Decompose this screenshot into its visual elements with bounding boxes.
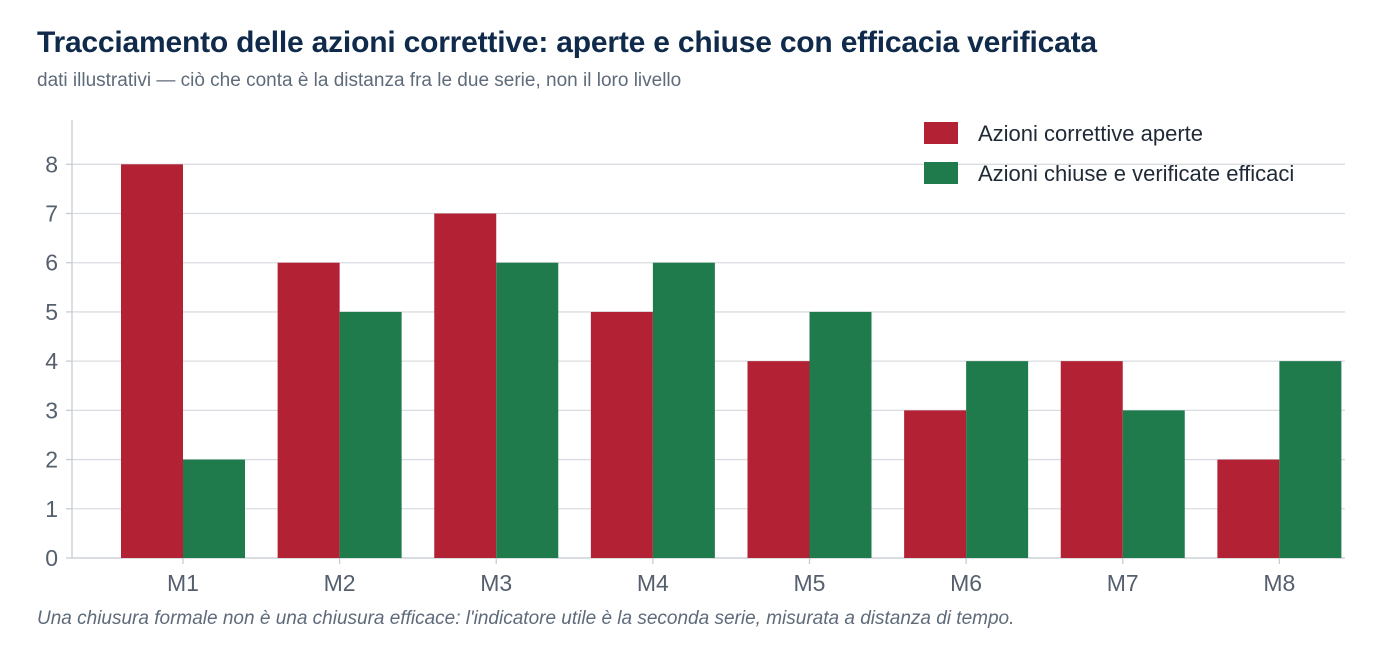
y-tick-label: 1 xyxy=(45,496,58,522)
x-tick-label: M5 xyxy=(794,570,826,596)
chart-subtitle: dati illustrativi — ciò che conta è la d… xyxy=(37,70,682,91)
bar-m4-series-1 xyxy=(590,311,653,558)
chart-footnote: Una chiusura formale non è una chiusura … xyxy=(37,608,1015,629)
bar-m6-series-1 xyxy=(904,410,967,558)
y-tick-label: 8 xyxy=(45,151,58,177)
bar-m3-series-2 xyxy=(496,262,559,558)
bar-m2-series-2 xyxy=(339,311,402,558)
x-tick-label: M7 xyxy=(1107,570,1139,596)
bar-m5-series-2 xyxy=(809,311,872,558)
legend-label-2: Azioni chiuse e verificate efficaci xyxy=(978,161,1294,186)
x-tick-label: M1 xyxy=(167,570,199,596)
legend: Azioni correttive aperte Azioni chiuse e … xyxy=(924,121,1294,186)
bar-m2-series-1 xyxy=(277,262,340,558)
y-tick-label: 2 xyxy=(45,447,58,473)
y-tick-label: 5 xyxy=(45,299,58,325)
x-tick-label: M4 xyxy=(637,570,669,596)
bar-m6-series-2 xyxy=(966,361,1029,558)
y-tick-label: 0 xyxy=(45,545,58,571)
legend-swatch-1 xyxy=(924,122,958,144)
bar-m8-series-2 xyxy=(1279,361,1342,558)
bar-m7-series-2 xyxy=(1122,410,1185,558)
bar-m7-series-1 xyxy=(1060,361,1123,558)
tick-labels: 0 1 2 3 4 5 6 7 8 M1 M2 M3 M4 M5 M6 M7 M8 xyxy=(45,151,1295,596)
x-tick-label: M3 xyxy=(480,570,512,596)
bar-m1-series-1 xyxy=(121,164,183,559)
y-tick-label: 7 xyxy=(45,201,58,227)
x-tick-label: M8 xyxy=(1263,570,1295,596)
bar-m8-series-1 xyxy=(1217,459,1280,558)
legend-swatch-2 xyxy=(924,162,958,184)
bar-m4-series-2 xyxy=(652,262,715,558)
bar-m3-series-1 xyxy=(434,213,497,558)
bar-m5-series-1 xyxy=(747,361,810,558)
y-tick-label: 6 xyxy=(45,250,58,276)
x-tick-label: M2 xyxy=(324,570,356,596)
chart-title: Tracciamento delle azioni correttive: ap… xyxy=(37,26,1097,59)
y-tick-label: 3 xyxy=(45,397,58,423)
y-tick-label: 4 xyxy=(45,348,58,374)
bars xyxy=(121,164,1342,559)
legend-label-1: Azioni correttive aperte xyxy=(978,121,1203,146)
bar-m1-series-2 xyxy=(183,459,245,558)
x-tick-label: M6 xyxy=(950,570,982,596)
